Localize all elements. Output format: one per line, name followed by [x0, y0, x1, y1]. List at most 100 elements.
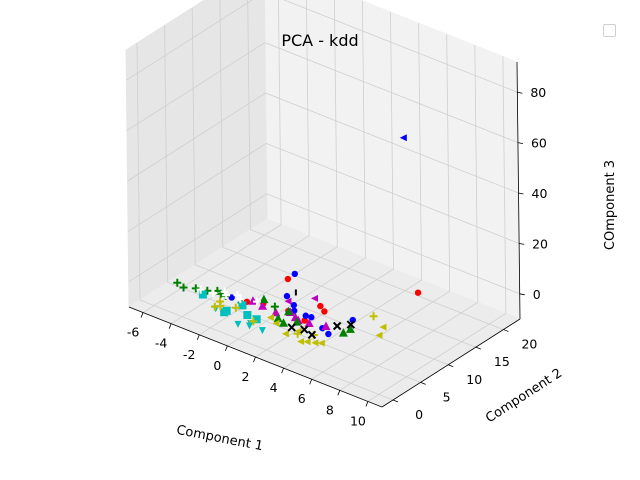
gridline-z [128, 193, 520, 295]
x-tick [337, 390, 341, 396]
data-point [284, 275, 292, 283]
data-point [216, 297, 225, 306]
data-point [291, 270, 299, 278]
data-point [338, 328, 348, 337]
data-point [238, 301, 247, 310]
y-tick [392, 399, 399, 403]
z-axis-label: COmponent 3 [603, 160, 618, 250]
data-point [300, 325, 309, 334]
gridline-x [283, 23, 423, 369]
x-tick [225, 345, 228, 352]
x-tick-label: 10 [350, 413, 366, 428]
gridline-y [219, 0, 476, 348]
y-tick-label: 15 [494, 354, 510, 369]
z-tick [519, 243, 525, 245]
z-tick-label: 60 [531, 136, 547, 151]
gridline-z [126, 42, 519, 143]
data-point [258, 301, 268, 310]
y-tick [475, 346, 481, 350]
data-point [252, 315, 261, 324]
data-point [332, 321, 342, 331]
data-point [249, 317, 258, 326]
gridline-y [164, 25, 421, 383]
data-point [301, 317, 308, 324]
x-tick-label: -4 [155, 336, 168, 351]
gridline-y [136, 42, 394, 401]
gridline-y [191, 7, 449, 366]
y-axis-line [381, 318, 521, 408]
data-point [284, 306, 294, 316]
data-point [346, 320, 356, 329]
x-tick [196, 334, 200, 340]
data-point [345, 324, 355, 333]
z-tick [517, 142, 524, 145]
y-axis-label: Component 2 [483, 366, 565, 426]
chart-title: PCA - kdd [281, 31, 358, 50]
data-point [273, 313, 283, 323]
data-point [252, 297, 261, 306]
z-tick [518, 192, 524, 195]
data-point [220, 287, 229, 296]
x-tick [365, 401, 369, 407]
data-point [283, 292, 291, 300]
data-point [317, 339, 325, 347]
x-tick-label: 4 [270, 380, 278, 395]
data-point [325, 330, 332, 338]
z-tick [517, 91, 523, 94]
gridline-z [127, 142, 520, 244]
data-point [369, 312, 378, 321]
data-point [259, 294, 269, 304]
data-point [317, 302, 324, 310]
gridline-x [311, 34, 451, 380]
x-tick-label: 8 [326, 402, 334, 417]
data-point [173, 278, 182, 287]
x-tick-label: 2 [242, 369, 250, 384]
data-point [270, 302, 279, 311]
data-point [321, 308, 328, 315]
x-tick-label: 0 [213, 358, 221, 373]
legend-box [603, 24, 616, 37]
data-point [294, 327, 302, 335]
gridline-x [142, 0, 282, 313]
y-tick [448, 364, 454, 368]
data-point [311, 294, 318, 302]
data-point [375, 331, 383, 339]
data-point [321, 321, 331, 330]
data-point [284, 297, 292, 305]
y-tick-label: 5 [443, 389, 451, 404]
x-tick [168, 323, 172, 329]
x-tick [309, 379, 313, 385]
data-point [297, 338, 305, 345]
data-point [233, 291, 242, 300]
data-point [209, 289, 218, 298]
gridline-x [339, 45, 479, 391]
y-tick-label: 10 [466, 372, 482, 387]
data-point [287, 323, 296, 332]
gridline-y [247, 0, 504, 330]
x-tick [253, 356, 256, 363]
x-tick-label: 6 [298, 391, 306, 406]
z-tick-label: 20 [532, 236, 548, 251]
data-point [279, 318, 288, 327]
gridline-z [127, 92, 519, 194]
data-point [228, 294, 235, 301]
y-tick-label: 0 [415, 407, 423, 422]
data-point [308, 314, 315, 321]
z-tick [519, 293, 525, 296]
data-point [304, 318, 314, 327]
data-point [243, 311, 252, 320]
data-point [258, 327, 266, 335]
data-point [222, 306, 231, 315]
data-point [399, 134, 407, 142]
x-tick [281, 367, 284, 374]
data-point [266, 314, 274, 321]
y-tick-label: 20 [521, 337, 537, 352]
data-point [272, 319, 280, 327]
y-tick [420, 381, 426, 385]
data-point [414, 289, 422, 296]
data-point [307, 330, 317, 340]
x-tick [140, 312, 144, 318]
x-tick-label: -2 [183, 347, 195, 362]
data-point [281, 330, 289, 338]
